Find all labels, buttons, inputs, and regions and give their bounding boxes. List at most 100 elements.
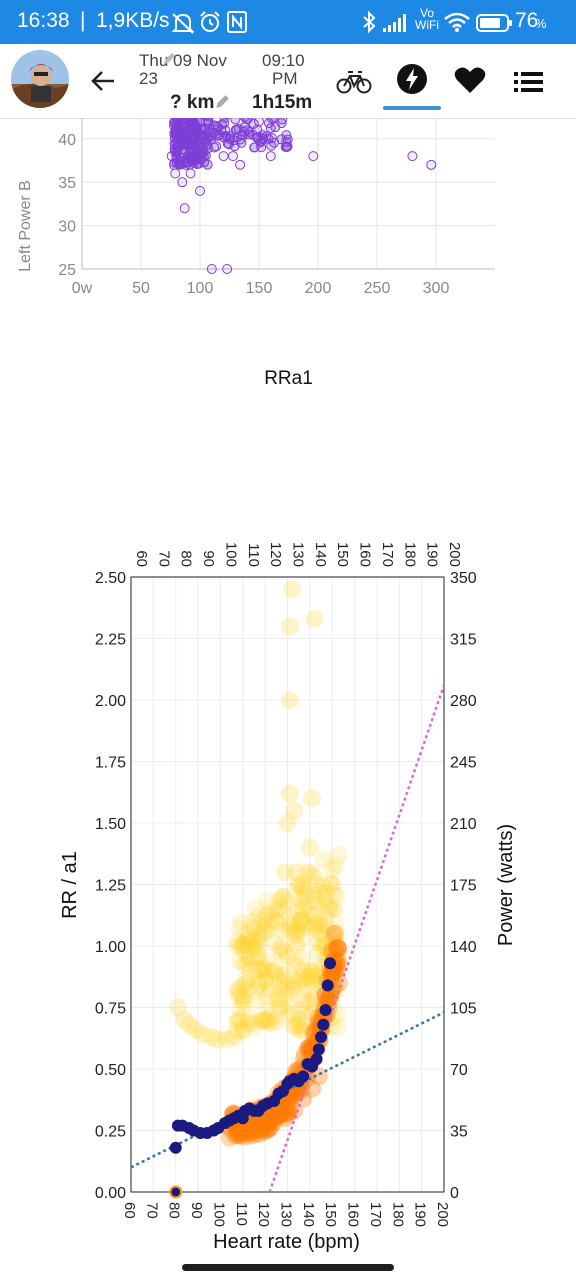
power-point — [285, 1018, 304, 1037]
data-point — [254, 118, 264, 127]
time-line2: PM — [272, 69, 298, 88]
data-point — [193, 158, 204, 169]
charts-scroll-area[interactable]: 0w501001502002503002530354045Left Power … — [0, 118, 576, 1258]
top-x-tick-label: 150 — [334, 542, 351, 567]
power-point — [258, 892, 277, 911]
left-y-tick-label: 0.25 — [95, 1124, 126, 1141]
power-point — [303, 961, 322, 980]
y-tick-label: 35 — [58, 175, 76, 192]
power-point — [218, 1030, 237, 1049]
power-point — [303, 789, 322, 808]
power-point — [301, 981, 320, 1000]
cloud-point — [299, 1039, 318, 1058]
data-point — [198, 133, 209, 144]
data-point — [188, 134, 199, 145]
power-point — [289, 918, 308, 937]
power-point — [224, 1028, 243, 1047]
cloud-point — [279, 1099, 298, 1118]
power-point — [289, 1010, 308, 1029]
power-point — [295, 918, 314, 937]
cloud-point — [253, 1120, 272, 1139]
cloud-point — [241, 1123, 260, 1142]
power-point — [202, 1028, 221, 1047]
power-point — [310, 933, 329, 952]
cloud-point — [287, 1083, 306, 1102]
power-point — [282, 580, 301, 599]
left-y-tick-label: 1.25 — [95, 878, 126, 895]
avatar[interactable] — [11, 50, 69, 108]
cloud-point — [261, 1118, 280, 1137]
power-point — [175, 1010, 194, 1029]
cloud-point — [234, 1127, 253, 1146]
right-y-tick-label: 35 — [450, 1124, 468, 1141]
x-tick-label: 100 — [187, 280, 214, 297]
avg-point — [319, 1003, 332, 1016]
power-point — [269, 988, 288, 1007]
power-point — [287, 936, 306, 955]
power-point — [327, 1018, 346, 1037]
power-point — [292, 1022, 311, 1041]
top-x-tick-label: 90 — [200, 550, 217, 567]
power-point — [238, 1014, 257, 1033]
gesture-nav-bar[interactable] — [182, 1264, 394, 1271]
data-point — [184, 118, 195, 123]
edit-date-pencil-icon[interactable] — [162, 52, 176, 66]
cloud-point — [244, 1123, 263, 1142]
cloud-point — [244, 1125, 263, 1144]
power-point — [295, 927, 314, 946]
power-point — [326, 934, 345, 953]
plot-frame — [130, 576, 445, 1193]
lightning-icon[interactable] — [396, 63, 428, 95]
data-point — [265, 151, 276, 162]
cloud-point — [235, 1124, 254, 1143]
power-point — [296, 881, 315, 900]
power-point — [288, 877, 307, 896]
power-point — [281, 917, 300, 936]
power-point — [276, 966, 295, 985]
power-point — [227, 1013, 246, 1032]
power-point — [320, 873, 339, 892]
power-point — [250, 926, 269, 945]
bicycle-icon[interactable] — [336, 64, 372, 96]
power-point — [308, 944, 327, 963]
power-point — [307, 915, 326, 934]
power-point — [288, 899, 307, 918]
y-tick-label: 40 — [58, 132, 76, 149]
bottom-x-tick-label: 150 — [322, 1202, 339, 1227]
bottom-x-tick-label: 120 — [255, 1202, 272, 1227]
power-point — [314, 850, 333, 869]
list-icon[interactable] — [514, 71, 544, 93]
power-point — [248, 959, 267, 978]
cloud-point — [329, 939, 348, 958]
power-point — [259, 1010, 278, 1029]
cloud-point — [247, 1120, 266, 1139]
cloud-point — [263, 1111, 282, 1130]
power-point — [303, 972, 322, 991]
power-point — [315, 883, 334, 902]
power-point — [251, 1011, 270, 1030]
data-point — [179, 203, 190, 214]
top-x-tick-label: 110 — [245, 543, 262, 567]
power-point — [280, 995, 299, 1014]
back-arrow-icon[interactable] — [90, 69, 116, 93]
y-axis-label: RR / a1 — [59, 851, 81, 919]
right-y-tick-label: 245 — [450, 755, 477, 772]
power-point — [300, 838, 319, 857]
power-point — [247, 949, 266, 968]
cloud-point — [329, 973, 348, 992]
power-point — [295, 1021, 314, 1040]
power-point — [309, 921, 328, 940]
power-series — [168, 580, 348, 1049]
rr-alpha1-avg-series — [169, 957, 336, 1199]
heart-icon[interactable] — [454, 66, 486, 94]
power-point — [242, 961, 261, 980]
cloud-point — [240, 1126, 259, 1145]
data-point — [170, 118, 180, 121]
cloud-point — [286, 1085, 305, 1104]
status-network-speed: 1,9KB/s — [96, 9, 170, 32]
edit-pencil-icon[interactable] — [214, 94, 230, 110]
cloud-point — [245, 1112, 264, 1131]
cloud-point — [226, 1126, 245, 1145]
left-y-tick-label: 2.50 — [95, 570, 126, 587]
power-point — [267, 966, 286, 985]
